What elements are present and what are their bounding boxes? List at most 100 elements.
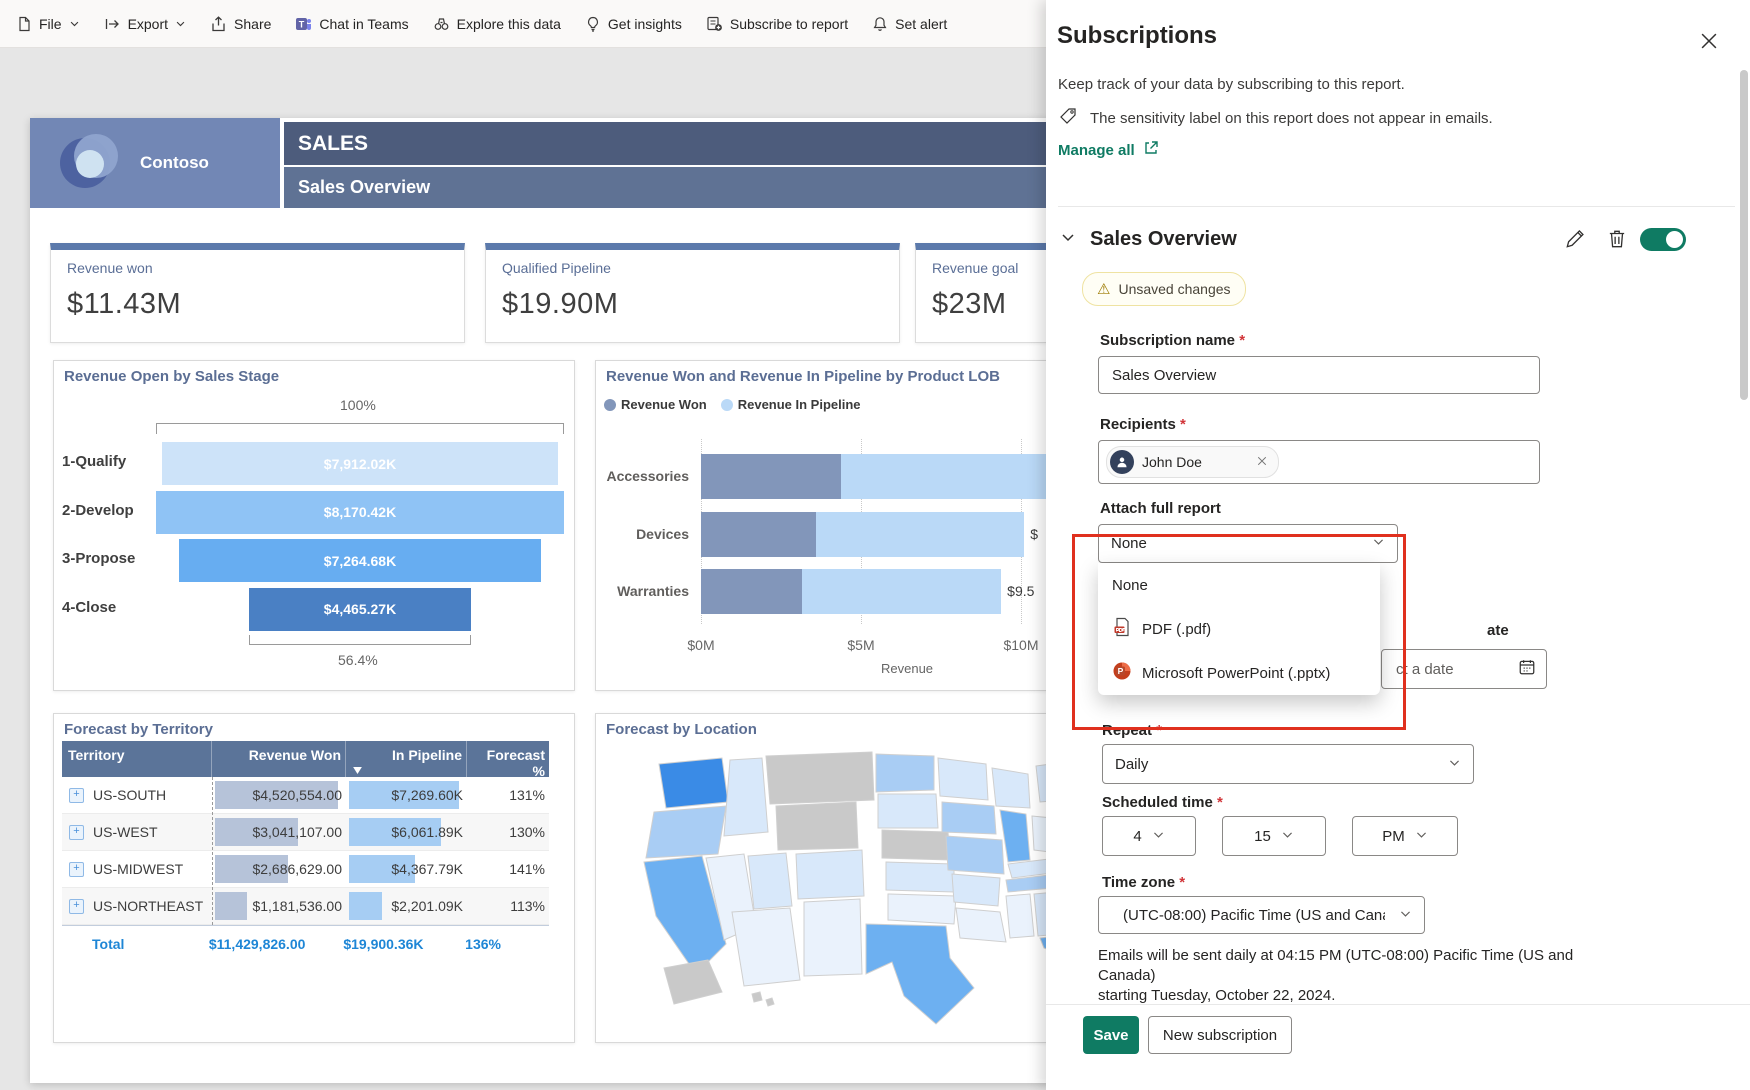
time-zone-select[interactable]: (UTC-08:00) Pacific Time (US and Canac (1098, 896, 1425, 934)
toolbar-item-label: Export (127, 15, 169, 32)
state-ia[interactable] (941, 801, 997, 835)
expand-row-icon[interactable]: + (69, 898, 84, 914)
state-wa[interactable] (658, 757, 729, 809)
toolbar-item-get-insights[interactable]: Get insights (585, 16, 682, 32)
attach-option-microsoft-powerpoint-pptx-[interactable]: P Microsoft PowerPoint (.pptx) (1098, 651, 1380, 695)
scheduled-time-ampm-select[interactable]: PM (1352, 816, 1458, 856)
state-ks[interactable] (885, 861, 955, 893)
bar-segment-revenue-in-pipeline[interactable] (802, 569, 1002, 614)
funnel-bar[interactable]: $7,264.68K (178, 539, 542, 582)
toolbar-item-chat-in-teams[interactable]: T Chat in Teams (295, 16, 409, 32)
state-mt[interactable] (765, 751, 875, 805)
bar-segment-revenue-won[interactable] (701, 512, 817, 557)
save-button[interactable]: Save (1083, 1016, 1139, 1054)
delete-trash-icon[interactable] (1606, 228, 1628, 255)
state-ut[interactable] (747, 852, 793, 910)
state-ok[interactable] (887, 893, 957, 925)
legend-item[interactable]: Revenue Won (604, 397, 707, 412)
table-row[interactable]: + US-MIDWEST $2,686,629.00 $4,367.79K 141% (62, 851, 549, 888)
bar-segment-revenue-in-pipeline[interactable] (840, 454, 1070, 499)
manage-all-link[interactable]: Manage all (1058, 140, 1159, 160)
table-row[interactable]: + US-SOUTH $4,520,554.00 $7,269.60K 131% (62, 777, 549, 814)
state-tx[interactable] (865, 923, 975, 1025)
toolbar-item-export[interactable]: Export (104, 16, 186, 32)
col-header-in-pipeline[interactable]: In Pipeline (346, 741, 467, 777)
col-header-forecast[interactable]: Forecast % (486, 747, 545, 779)
in-pipeline-cell: $2,201.09K (391, 898, 463, 914)
legend-item[interactable]: Revenue In Pipeline (720, 397, 861, 412)
close-icon[interactable] (1698, 30, 1720, 57)
funnel-bar[interactable]: $4,465.27K (248, 587, 472, 631)
state-la[interactable] (955, 907, 1007, 943)
recipients-input[interactable]: John Doe (1098, 440, 1540, 484)
funnel-bar[interactable]: $7,912.02K (162, 442, 558, 485)
attach-option-pdf-pdf-[interactable]: PDF (.pdf) (1098, 607, 1380, 651)
recipient-chip[interactable]: John Doe (1106, 446, 1279, 478)
chevron-down-icon (1415, 828, 1428, 845)
funnel-chart-card[interactable]: Revenue Open by Sales Stage 100% 1-Qualif… (53, 360, 575, 691)
state-sd[interactable] (877, 793, 939, 829)
subscription-enabled-toggle[interactable] (1640, 228, 1686, 251)
table-row[interactable]: + US-NORTHEAST $1,181,536.00 $2,201.09K 113% (62, 888, 549, 925)
subscription-section-title[interactable]: Sales Overview (1090, 228, 1237, 250)
kpi-card-qualified-pipeline[interactable]: Qualified Pipeline $19.90M (485, 243, 900, 343)
state-co[interactable] (795, 849, 865, 900)
state-il[interactable] (999, 809, 1031, 863)
state-nd[interactable] (875, 753, 935, 793)
us-choropleth-map[interactable] (604, 736, 1074, 1036)
bar-segment-revenue-won[interactable] (701, 454, 841, 499)
bar-segment-revenue-won[interactable] (701, 569, 803, 614)
col-header-territory[interactable]: Territory (62, 741, 212, 777)
state-ak[interactable] (663, 959, 723, 1005)
expand-row-icon[interactable]: + (69, 824, 84, 840)
panel-scrollbar[interactable] (1740, 70, 1748, 400)
toolbar-item-set-alert[interactable]: Set alert (872, 16, 947, 32)
state-ms[interactable] (1005, 893, 1035, 939)
state-mn[interactable] (937, 757, 989, 801)
state-id[interactable] (723, 757, 769, 837)
state-wi[interactable] (991, 767, 1031, 809)
kpi-value: $19.90M (502, 288, 619, 320)
new-subscription-button[interactable]: New subscription (1148, 1016, 1292, 1054)
repeat-select[interactable]: Daily (1102, 744, 1474, 784)
territory-table-card[interactable]: Forecast by Territory Territory Revenue W… (53, 713, 575, 1043)
state-or[interactable] (645, 805, 727, 859)
state-wy[interactable] (775, 801, 859, 851)
bar-segment-revenue-in-pipeline[interactable] (816, 512, 1025, 557)
remove-recipient-icon[interactable] (1256, 454, 1268, 470)
table-row[interactable]: + US-WEST $3,041,107.00 $6,061.89K 130% (62, 814, 549, 851)
state-mo[interactable] (945, 835, 1005, 875)
subscription-name-input[interactable]: Sales Overview (1098, 356, 1540, 394)
state-ca[interactable] (643, 855, 727, 975)
state-az[interactable] (731, 907, 801, 987)
repeat-label: Repeat * (1102, 722, 1163, 739)
col-header-revenue-won[interactable]: Revenue Won (212, 741, 346, 777)
state-nm[interactable] (803, 898, 863, 977)
calendar-icon[interactable] (1518, 658, 1536, 680)
edit-pencil-icon[interactable] (1564, 228, 1586, 255)
date-input[interactable]: ct a date (1381, 649, 1547, 689)
scheduled-time-minute-select[interactable]: 15 (1222, 816, 1326, 856)
state-hi2[interactable] (765, 997, 775, 1007)
state-ne[interactable] (881, 829, 951, 861)
kpi-card-revenue-won[interactable]: Revenue won $11.43M (50, 243, 465, 343)
state-ar[interactable] (951, 873, 1001, 907)
x-axis-title: Revenue (881, 661, 934, 676)
table-header-row[interactable]: Territory Revenue Won In Pipeline Forecast … (62, 741, 549, 779)
funnel-bottom-bracket (248, 634, 472, 645)
attach-format-select[interactable]: None (1098, 524, 1398, 563)
toolbar-item-share[interactable]: Share (210, 16, 271, 32)
toolbar-item-label: Share (234, 15, 272, 32)
chevron-down-icon[interactable] (1060, 229, 1076, 250)
toolbar-item-file[interactable]: File (16, 16, 80, 32)
attach-option-none[interactable]: None (1098, 563, 1380, 607)
expand-row-icon[interactable]: + (69, 787, 84, 803)
recipient-name: John Doe (1142, 454, 1202, 470)
funnel-bar[interactable]: $8,170.42K (156, 490, 564, 534)
scheduled-time-hour-select[interactable]: 4 (1102, 816, 1196, 856)
state-hi1[interactable] (751, 991, 763, 1003)
toolbar-item-subscribe-to-report[interactable]: Subscribe to report (706, 16, 848, 32)
toolbar-item-explore-this-data[interactable]: Explore this data (433, 16, 561, 32)
chart-legend: Revenue Won Revenue In Pipeline (604, 397, 861, 412)
expand-row-icon[interactable]: + (69, 861, 84, 877)
